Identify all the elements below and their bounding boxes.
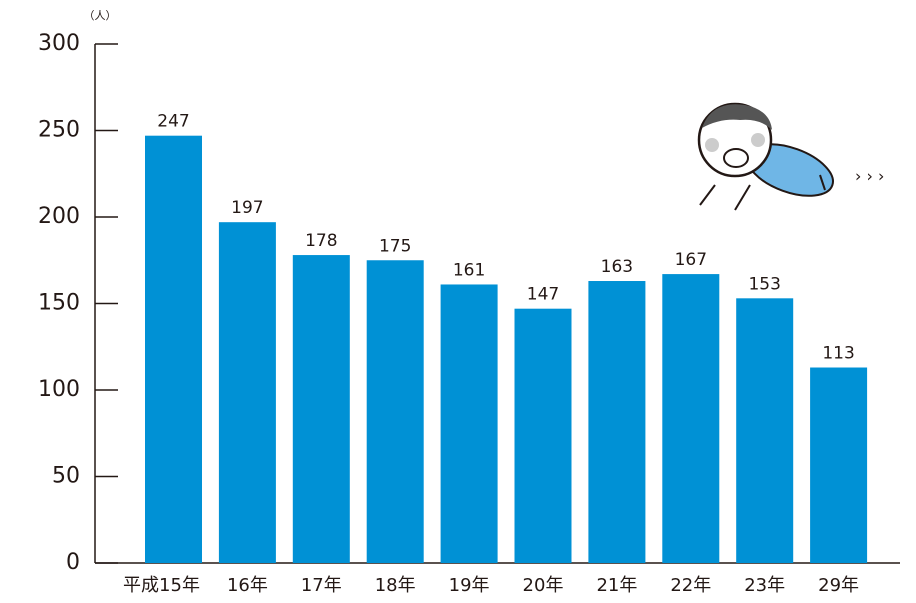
value-label: 167 [675, 250, 707, 270]
bar [145, 136, 202, 563]
x-tick-label: 22年 [670, 575, 711, 596]
value-label: 113 [822, 344, 854, 364]
y-tick-label: 100 [38, 377, 80, 402]
bar [441, 284, 498, 563]
value-label: 178 [305, 231, 337, 251]
baby-illustration: › › › [699, 104, 884, 210]
value-label: 147 [527, 285, 559, 305]
value-label: 175 [379, 236, 411, 256]
bar [293, 255, 350, 563]
bar [515, 309, 572, 563]
unit-label: （人） [84, 9, 117, 22]
x-tick-label: 18年 [375, 575, 416, 596]
value-label: 153 [748, 274, 780, 294]
value-label: 161 [453, 260, 485, 280]
chart: （人） › › › 0 50 100 150 200 250 300 247 平成15年 197 1… [0, 0, 916, 603]
x-tick-label: 平成15年 [123, 575, 200, 596]
bar [367, 260, 424, 563]
bar [662, 274, 719, 563]
value-label: 197 [231, 198, 263, 218]
y-tick-label: 300 [38, 31, 80, 56]
x-tick-label: 23年 [744, 575, 785, 596]
bar [736, 298, 793, 563]
svg-text:› › ›: › › › [855, 167, 884, 186]
value-label: 247 [157, 112, 189, 132]
y-tick-label: 150 [38, 291, 80, 316]
bar [219, 222, 276, 563]
y-tick-label: 50 [52, 464, 80, 489]
y-tick-label: 0 [66, 550, 80, 575]
x-tick-label: 29年 [818, 575, 859, 596]
bar [810, 368, 867, 563]
x-tick-label: 17年 [301, 575, 342, 596]
y-tick-label: 200 [38, 204, 80, 229]
value-label: 163 [601, 257, 633, 277]
y-tick-label: 250 [38, 118, 80, 143]
x-tick-label: 16年 [227, 575, 268, 596]
x-tick-label: 20年 [523, 575, 564, 596]
x-tick-label: 21年 [596, 575, 637, 596]
x-tick-label: 19年 [449, 575, 490, 596]
bar [588, 281, 645, 563]
